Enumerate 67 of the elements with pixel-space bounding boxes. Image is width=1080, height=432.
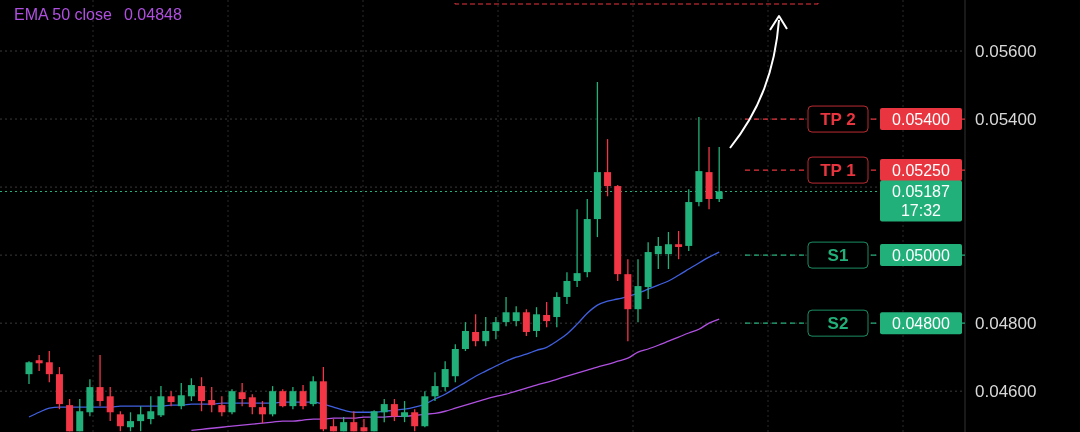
candlestick <box>441 360 449 392</box>
candlestick <box>279 388 287 408</box>
annotation: 17:32 <box>900 202 942 220</box>
candlestick <box>269 385 277 417</box>
candlestick <box>248 393 256 415</box>
candlestick <box>116 410 124 432</box>
y-tick-label: 0.05400 <box>975 110 1037 130</box>
ref-line-label: TP 2 <box>820 110 856 130</box>
candlestick <box>137 405 145 432</box>
candlestick <box>492 316 500 340</box>
annotation: 0.05000 <box>892 246 951 264</box>
ref-line-label: S1 <box>827 246 849 266</box>
candlestick <box>604 138 612 197</box>
candlestick <box>411 408 419 432</box>
candlestick <box>472 313 480 347</box>
candlestick <box>563 271 571 305</box>
annotation: 0.05400 <box>892 110 951 128</box>
candlestick <box>533 306 540 338</box>
text: EMA 50 close <box>14 5 112 23</box>
candlestick <box>634 258 642 323</box>
annotation: 0.04848 <box>124 5 182 23</box>
y-tick-label: 0.05600 <box>975 41 1037 61</box>
candlestick <box>309 375 317 407</box>
candlestick <box>573 208 581 288</box>
candlestick <box>461 321 469 352</box>
candlestick <box>675 230 683 260</box>
candlestick <box>482 316 490 347</box>
candlestick <box>289 386 297 410</box>
candlestick <box>198 376 206 412</box>
candlestick <box>502 296 510 327</box>
candlestick <box>258 400 266 424</box>
candlestick <box>45 350 53 383</box>
candlestick <box>238 382 246 407</box>
candlestick <box>208 386 216 413</box>
candlestick <box>380 398 388 423</box>
ref-line-label: S2 <box>827 314 849 334</box>
candlestick <box>147 395 155 425</box>
candlestick <box>401 400 409 423</box>
annotation: 0.05187 <box>892 183 951 201</box>
candlestick <box>167 390 175 407</box>
y-tick-label: 0.04800 <box>975 314 1037 334</box>
candlestick <box>25 360 33 385</box>
candlestick <box>654 236 662 270</box>
candlestick <box>127 411 134 432</box>
candlestick <box>553 291 561 328</box>
annotation: 0.04800 <box>892 314 951 332</box>
line-series <box>190 318 720 431</box>
candlestick <box>543 301 551 328</box>
candlestick <box>177 382 185 410</box>
candlestick <box>431 371 439 402</box>
candlestick <box>360 418 368 432</box>
line-series <box>28 251 720 418</box>
annotation: 0.05250 <box>892 161 951 179</box>
candlestick <box>218 395 226 417</box>
y-tick-label: 0.04600 <box>975 382 1037 402</box>
candlestick <box>512 305 520 327</box>
candlestick <box>187 377 195 402</box>
candlestick <box>157 385 165 418</box>
candlestick <box>390 398 398 422</box>
candlestick <box>228 388 236 415</box>
candlestick <box>106 386 114 422</box>
candlestick <box>522 308 530 337</box>
candlestick <box>96 354 104 407</box>
ref-line-label: TP 1 <box>820 161 856 181</box>
candlestick <box>664 231 672 270</box>
candlestick <box>76 398 84 432</box>
candlestick <box>299 384 307 410</box>
